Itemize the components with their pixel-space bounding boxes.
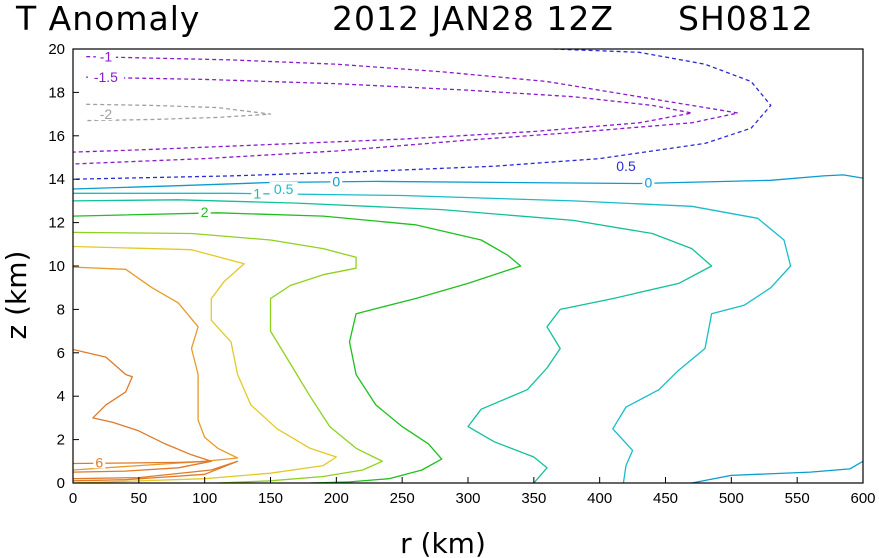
contour-label-bg	[612, 159, 640, 173]
contour-line	[73, 199, 713, 483]
contour-line	[73, 266, 239, 471]
y-tick-label: 2	[57, 432, 65, 449]
y-tick-label: 4	[57, 388, 65, 405]
y-tick-label: 6	[57, 345, 65, 362]
x-tick-label: 50	[130, 490, 147, 507]
contour-label-bg	[95, 49, 116, 63]
x-tick-label: 550	[785, 490, 810, 507]
contour-line	[691, 460, 863, 483]
x-tick-label: 200	[324, 490, 349, 507]
contour-line	[73, 49, 772, 180]
contour-label-bg	[269, 181, 298, 195]
x-tick-label: 450	[653, 490, 678, 507]
contour-label: 0	[644, 174, 652, 190]
chart-case-id: SH0812	[678, 0, 814, 38]
x-axis-title: r (km)	[400, 527, 486, 558]
y-tick-label: 8	[57, 301, 65, 318]
x-axis-ticks: 0 50 100 150 200 250 300 350 400 450 500 550 600	[69, 477, 876, 507]
x-tick-label: 250	[390, 490, 415, 507]
y-axis-title: z (km)	[0, 251, 33, 340]
y-tick-label: 14	[48, 171, 65, 188]
chart-title: T Anomaly	[15, 0, 200, 38]
contour-label-bg	[330, 174, 343, 188]
x-tick-label: 400	[587, 490, 612, 507]
contour-labels: -2 -1.5 -1 0.5 0 0 0.5 1 2 6	[87, 49, 655, 470]
contour-label: 6	[95, 454, 103, 470]
contour-label-bg	[251, 186, 264, 200]
contour-label: 0	[332, 173, 340, 189]
y-tick-label: 20	[48, 41, 65, 58]
contour-label-bg	[87, 70, 124, 84]
contour-label-bg	[198, 204, 211, 218]
contour-label: 1	[253, 185, 261, 201]
contour-lines	[73, 49, 863, 483]
contour-label: 2	[201, 204, 209, 220]
x-tick-label: 600	[850, 490, 875, 507]
contour-line	[73, 212, 522, 483]
contour-line	[73, 245, 337, 483]
contour-label: -1	[100, 49, 113, 65]
y-tick-label: 18	[48, 84, 65, 101]
contour-line	[73, 55, 739, 165]
x-tick-label: 300	[455, 490, 480, 507]
contour-line	[86, 103, 272, 122]
contour-line	[73, 460, 212, 473]
contour-label: 0.5	[616, 158, 636, 174]
x-tick-label: 500	[719, 490, 744, 507]
y-tick-label: 10	[48, 258, 65, 275]
y-tick-label: 16	[48, 128, 65, 145]
contour-label-bg	[93, 455, 106, 469]
x-tick-label: 350	[521, 490, 546, 507]
x-tick-label: 0	[69, 490, 77, 507]
contour-line	[73, 348, 212, 465]
contour-label: -2	[100, 106, 113, 122]
plot-frame	[72, 48, 864, 484]
x-tick-label: 150	[258, 490, 283, 507]
contour-label: 0.5	[274, 181, 294, 197]
contour-label-bg	[642, 175, 655, 189]
contour-label-bg	[95, 107, 116, 121]
contour-line	[73, 192, 792, 483]
contour-line	[73, 174, 863, 190]
x-tick-label: 100	[192, 490, 217, 507]
contour-label: -1.5	[94, 69, 118, 85]
y-tick-label: 0	[57, 475, 65, 492]
contour-line	[73, 76, 693, 153]
contour-line	[73, 231, 384, 483]
chart-datetime: 2012 JAN28 12Z	[332, 0, 614, 38]
y-axis-ticks: 0 2 4 6 8 10 12 14 16 18 20	[48, 41, 79, 492]
y-tick-label: 12	[48, 215, 65, 232]
